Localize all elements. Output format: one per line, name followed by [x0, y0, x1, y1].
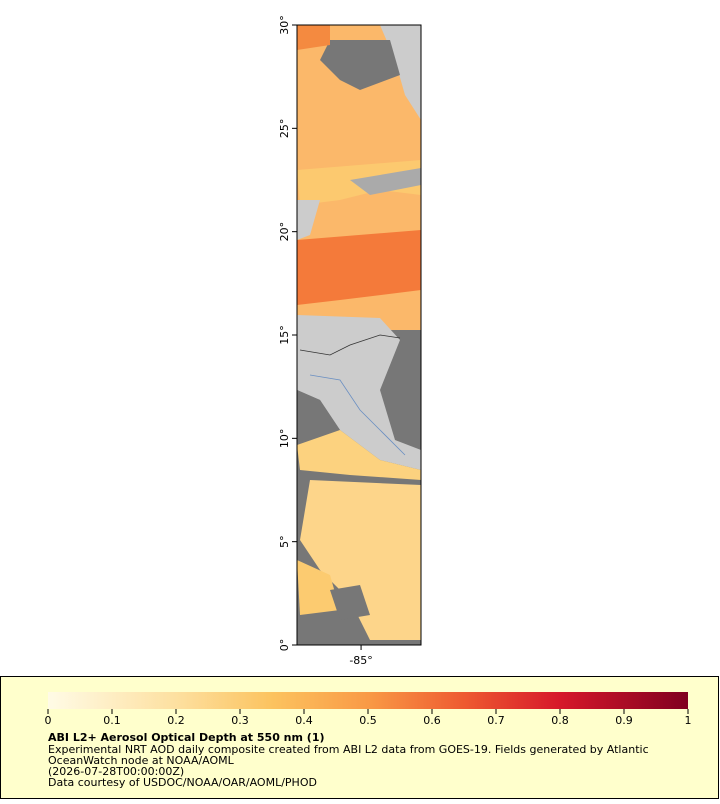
- colorbar-tick-label: 0.3: [231, 714, 249, 727]
- colorbar-tick-label: 0.4: [295, 714, 313, 727]
- lat-tick-label: 0°: [278, 639, 291, 652]
- legend-title: ABI L2+ Aerosol Optical Depth at 550 nm …: [48, 731, 325, 744]
- lon-tick-label: -85°: [349, 654, 372, 667]
- colorbar-tick-label: 0: [45, 714, 52, 727]
- colorbar-tick-label: 0.9: [615, 714, 633, 727]
- colorbar-tick-label: 1: [685, 714, 692, 727]
- colorbar-tick-label: 0.7: [487, 714, 505, 727]
- lat-tick-label: 20°: [278, 222, 291, 242]
- lat-tick-label: 25°: [278, 119, 291, 139]
- lat-tick-label: 30°: [278, 15, 291, 35]
- lat-tick-label: 5°: [278, 535, 291, 548]
- lat-tick-label: 10°: [278, 429, 291, 449]
- legend-line: (2026-07-28T00:00:00Z): [48, 765, 184, 778]
- colorbar: [48, 692, 688, 709]
- colorbar-tick-label: 0.2: [167, 714, 185, 727]
- colorbar-tick-label: 0.1: [103, 714, 121, 727]
- colorbar-tick-label: 0.8: [551, 714, 569, 727]
- map-image: [297, 25, 421, 645]
- legend-line: Experimental NRT AOD daily composite cre…: [48, 743, 649, 756]
- legend-line: OceanWatch node at NOAA/AOML: [48, 754, 235, 767]
- colorbar-tick-label: 0.5: [359, 714, 377, 727]
- colorbar-tick-label: 0.6: [423, 714, 441, 727]
- lat-tick-label: 15°: [278, 325, 291, 345]
- legend-line: Data courtesy of USDOC/NOAA/OAR/AOML/PHO…: [48, 776, 317, 789]
